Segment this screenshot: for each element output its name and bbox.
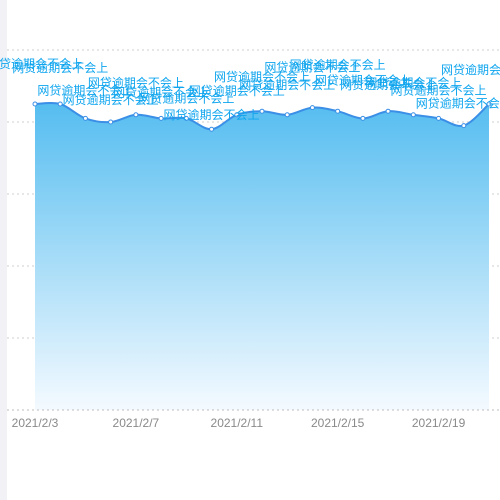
data-point [486,101,492,107]
data-point [335,108,341,114]
data-label: 网贷逾期会不会上 [441,62,500,77]
data-point [259,108,265,114]
data-point [133,112,139,118]
data-point [108,119,114,125]
left-panel-edge [0,0,7,500]
data-label: 网贷逾期会不会上 [264,60,360,75]
data-point [57,101,63,107]
data-point [309,105,315,111]
data-point [209,126,215,132]
data-label: 网贷逾期会不会上 [391,82,487,97]
data-point [158,115,164,121]
data-label: 网贷逾期会不会上 [416,96,500,111]
data-label: 网贷逾期会不会上 [37,82,133,97]
data-label: 网贷逾期会不会上 [63,92,159,107]
x-tick-label: 2021/2/19 [412,416,466,430]
x-tick-label: 2021/2/11 [211,416,264,430]
data-label: 网贷逾期会不会上 [239,77,335,92]
data-labels: 网贷逾期会不会上网贷逾期会不会上网贷逾期会不会上网贷逾期会不会上网贷逾期会不会上… [0,56,500,122]
data-point [461,123,467,129]
data-point [234,112,240,118]
data-label: 网贷逾期会不会上 [88,75,184,90]
data-label: 网贷逾期会不会上 [164,107,260,122]
data-point [284,112,290,118]
data-label: 网贷逾期会不会上 [214,69,310,84]
data-point [82,115,88,121]
data-label: 网贷逾期会不会上 [12,60,108,75]
data-points [32,101,492,132]
data-label: 网贷逾期会不会上 [0,56,83,71]
x-axis: 2021/2/3 2021/2/7 2021/2/11 2021/2/15 2021/2… [7,409,500,430]
data-label: 网贷逾期会不会上 [138,90,234,105]
data-point [385,108,391,114]
data-label: 网贷逾期会不会上 [290,57,386,72]
data-label: 网贷逾期会不会上 [315,72,411,87]
x-tick-label: 2021/2/15 [311,416,365,430]
data-point [410,112,416,118]
data-point [32,101,38,107]
data-label: 网贷逾期会不会上 [189,83,285,98]
data-label: 网贷逾期会不会上 [340,77,436,92]
data-point [360,115,366,121]
data-label: 网贷逾期会不会上 [365,75,461,90]
x-tick-label: 2021/2/7 [113,416,160,430]
data-point [436,115,442,121]
data-point [183,115,189,121]
data-label: 网贷逾期会不会上 [113,84,209,99]
x-tick-label: 2021/2/3 [12,416,59,430]
series-area [35,102,489,410]
